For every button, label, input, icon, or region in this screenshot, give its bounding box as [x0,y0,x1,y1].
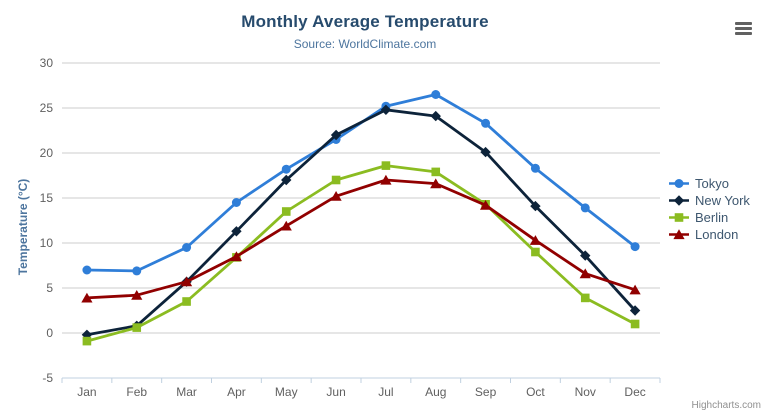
data-point-marker-new-york [281,174,292,186]
legend: Tokyo New York Berlin London [668,175,750,242]
series-line-new-york [85,108,637,337]
legend-marker-circle-icon [669,178,689,188]
legend-marker-diamond-icon [669,194,689,206]
data-point-marker-london [380,174,392,185]
y-axis-tick-label: 10 [40,236,54,250]
series-london[interactable] [81,174,641,303]
x-axis-tick-label: Apr [227,385,246,399]
data-point-marker-new-york [430,110,441,122]
data-point-marker-berlin [381,161,391,170]
legend-symbol [673,228,685,239]
x-axis-tick-label: Mar [176,385,197,399]
series-line-berlin [85,164,637,343]
x-axis-tick-label: Dec [624,385,645,399]
series-line-london [85,178,637,300]
data-point-marker-berlin [580,293,590,303]
data-point-marker-london [280,220,292,231]
data-point-marker-tokyo [530,163,540,173]
y-axis-tick-label: -5 [42,371,53,385]
legend-label: London [695,226,739,242]
data-point-marker-new-york [380,104,392,115]
data-point-marker-tokyo [580,203,590,213]
legend-marker-square-icon [669,212,689,222]
chart-subtitle: Source: WorldClimate.com [293,37,437,51]
data-point-marker-london [629,284,641,295]
credits-link[interactable]: Highcharts.com [691,400,761,411]
data-point-marker-new-york [629,305,641,316]
y-axis-tick-label: 30 [40,56,54,70]
x-axis-tick-label: May [275,385,298,399]
y-axis-tick-label: 0 [46,326,53,340]
legend-item-new-york[interactable]: New York [668,192,750,208]
data-point-marker-berlin [281,207,291,216]
legend-item-berlin[interactable]: Berlin [668,209,750,225]
data-point-marker-london [330,191,342,201]
data-point-marker-london [529,235,542,245]
hamburger-menu-icon [735,31,752,35]
data-point-marker-london [81,292,93,303]
series-new-york[interactable] [81,104,641,340]
legend-symbol [673,194,685,206]
data-point-marker-tokyo [431,90,441,99]
data-point-marker-london [131,290,143,300]
x-axis-tick-label: Sep [475,385,497,399]
data-point-marker-london [230,251,243,262]
legend-item-tokyo[interactable]: Tokyo [668,175,750,191]
y-axis-tick-label: 25 [40,101,54,115]
data-point-marker-berlin [182,297,191,306]
hamburger-menu-icon [735,26,752,30]
data-point-marker-new-york [530,200,541,212]
hamburger-menu-icon [735,21,752,25]
chart-title: Monthly Average Temperature [241,12,489,31]
chart-context-menu-button[interactable] [731,17,757,39]
data-point-marker-berlin [82,336,92,346]
data-point-marker-new-york [480,146,491,158]
x-axis-tick-label: Nov [575,385,596,399]
data-point-marker-berlin [531,247,540,257]
legend-item-london[interactable]: London [668,226,750,242]
legend-marker-triangle-icon [669,228,689,239]
data-point-marker-tokyo [281,164,291,174]
data-point-marker-new-york [330,129,342,141]
x-axis-tick-label: Oct [526,385,545,399]
x-axis-tick-label: Feb [126,385,147,399]
x-axis-tick-label: Jun [326,385,345,399]
legend-label: Tokyo [695,175,729,191]
data-point-marker-london [430,178,442,189]
legend-symbol [674,178,684,188]
data-point-marker-london [479,200,492,210]
data-point-marker-berlin [431,167,441,177]
legend-symbol [674,212,684,222]
data-point-marker-tokyo [182,243,192,252]
data-point-marker-berlin [630,319,640,329]
data-point-marker-tokyo [132,266,142,276]
data-point-marker-berlin [331,175,341,185]
y-axis-tick-label: 15 [40,191,54,205]
data-point-marker-tokyo [231,198,241,207]
data-point-marker-tokyo [481,118,491,128]
x-axis-tick-label: Aug [425,385,446,399]
series-tokyo[interactable] [82,90,640,276]
data-point-marker-new-york [231,226,242,237]
data-point-marker-tokyo [82,265,92,275]
data-point-marker-tokyo [630,242,640,252]
x-axis-tick-label: Jul [378,385,393,399]
data-point-marker-london [579,268,591,279]
legend-label: Berlin [695,209,729,225]
y-axis-tick-label: 5 [46,281,53,295]
data-point-marker-berlin [132,323,142,332]
legend-label: New York [695,192,750,208]
data-point-marker-new-york [580,250,591,261]
y-axis-tick-label: 20 [40,146,54,160]
x-axis-tick-label: Jan [77,385,96,399]
data-point-marker-london [180,276,193,287]
